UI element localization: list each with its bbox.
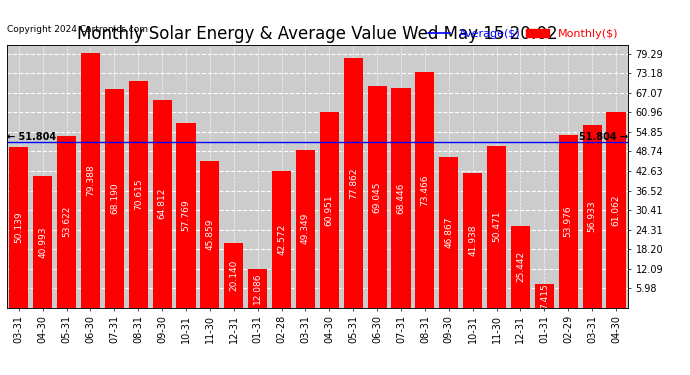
Bar [129,81,148,308]
Bar [272,171,291,308]
Bar [368,87,386,308]
Bar [33,176,52,308]
Bar [511,226,530,308]
Text: 56.933: 56.933 [588,201,597,232]
Text: 70.615: 70.615 [134,178,143,210]
Bar [559,135,578,308]
Text: 57.769: 57.769 [181,199,190,231]
Text: 68.190: 68.190 [110,183,119,214]
Text: 53.622: 53.622 [62,206,71,237]
Bar [535,284,554,308]
Text: 45.859: 45.859 [206,218,215,250]
Bar [415,72,435,308]
Bar [607,112,626,308]
Title: Monthly Solar Energy & Average Value Wed May 15 20:02: Monthly Solar Energy & Average Value Wed… [77,26,558,44]
Text: 12.086: 12.086 [253,272,262,304]
Bar [582,125,602,308]
Text: ← 51.804: ← 51.804 [7,132,56,142]
Bar [152,100,172,308]
Bar [248,269,267,308]
Text: 69.045: 69.045 [373,181,382,213]
Bar [344,58,363,308]
Text: Copyright 2024 Cartronics.com: Copyright 2024 Cartronics.com [7,26,148,34]
Bar [391,88,411,308]
Bar [57,136,76,308]
Bar [200,161,219,308]
Text: 20.140: 20.140 [229,260,238,291]
Text: 50.139: 50.139 [14,211,23,243]
Text: 68.446: 68.446 [397,182,406,214]
Text: 61.062: 61.062 [611,194,620,225]
Bar [296,150,315,308]
Text: 64.812: 64.812 [157,188,167,219]
Text: 73.466: 73.466 [420,174,429,206]
Text: 49.349: 49.349 [301,213,310,244]
Text: 25.442: 25.442 [516,251,525,282]
Text: 40.993: 40.993 [38,226,47,258]
Text: 41.938: 41.938 [468,225,477,256]
Text: 51.804 →: 51.804 → [579,132,628,142]
Bar [224,243,244,308]
Text: 60.951: 60.951 [325,194,334,226]
Legend: Average($), Monthly($): Average($), Monthly($) [424,24,622,43]
Bar [105,89,124,308]
Text: 53.976: 53.976 [564,205,573,237]
Text: 50.471: 50.471 [492,211,501,243]
Bar [177,123,195,308]
Bar [9,147,28,308]
Bar [463,173,482,308]
Text: 7.415: 7.415 [540,283,549,309]
Text: 79.388: 79.388 [86,165,95,196]
Text: 77.862: 77.862 [348,167,357,199]
Text: 42.572: 42.572 [277,224,286,255]
Text: 46.867: 46.867 [444,217,453,248]
Bar [319,112,339,308]
Bar [440,158,458,308]
Bar [81,53,100,307]
Bar [487,146,506,308]
